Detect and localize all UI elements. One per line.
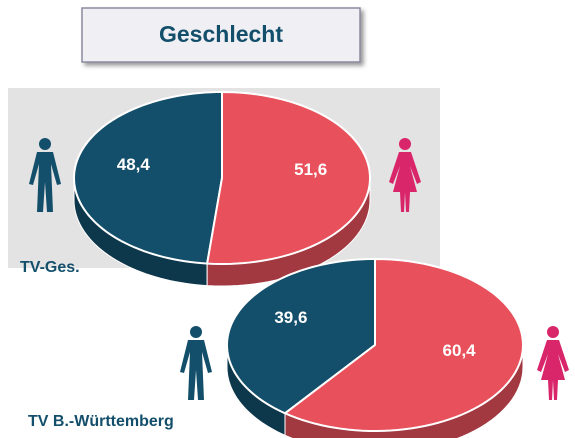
female-icon [537,326,569,400]
pie-slice [205,90,371,265]
data-label: 60,4 [443,341,477,360]
data-label: 39,6 [274,308,307,327]
chart-title: TV B.-Württemberg [28,413,174,430]
data-label: 51,6 [294,160,327,179]
pie-slice [283,257,524,432]
pie-slice [226,257,376,415]
page-title: Geschlecht [159,21,283,47]
male-icon [180,326,212,400]
chart-title: TV-Ges. [20,259,80,276]
title-box [81,7,361,63]
data-label: 48,4 [117,155,151,174]
pie-slice [73,90,223,265]
